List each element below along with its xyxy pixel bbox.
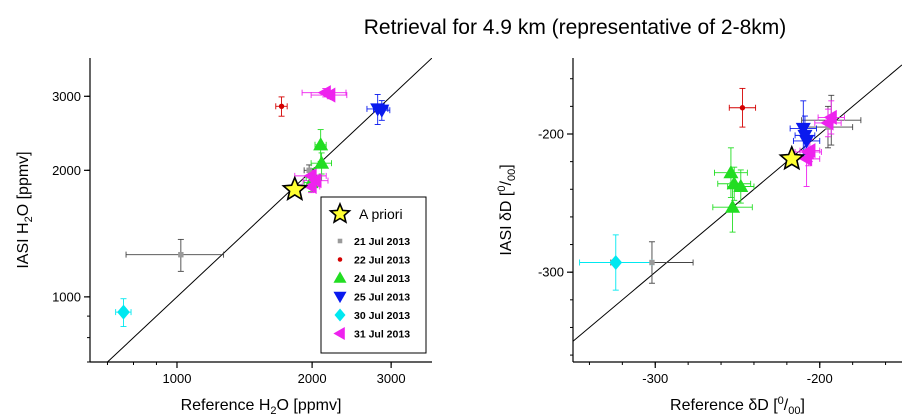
deltad-point-22-jul-2013 — [739, 105, 746, 111]
deltad-point-21-jul-2013 — [649, 259, 655, 266]
deltad-point-30-jul-2013 — [609, 255, 623, 270]
h2o-point-24-jul-2013 — [313, 137, 329, 151]
deltad-point-25-jul-2013 — [795, 122, 811, 137]
deltad-x-tick-label: -200 — [807, 371, 833, 386]
deltad-point-24-jul-2013 — [733, 178, 749, 193]
h2o-point-31-jul-2013 — [322, 87, 336, 103]
h2o-point-30-jul-2013 — [117, 304, 130, 320]
legend-apriori-label: A priori — [359, 206, 403, 222]
deltad-x-axis-label: Reference δD [0/00] — [670, 395, 805, 417]
legend-label-31-jul-2013: 31 Jul 2013 — [354, 329, 410, 341]
h2o-x-tick-label: 3000 — [377, 371, 406, 386]
figure-title: Retrieval for 4.9 km (representative of … — [364, 16, 786, 39]
h2o-apriori-star — [281, 175, 309, 201]
deltad-point-31-jul-2013 — [798, 151, 813, 167]
legend-marker-30-jul-2013 — [334, 308, 346, 322]
legend: A priori 21 Jul 2013 22 Jul 2013 24 Jul 201… — [320, 196, 427, 354]
deltad-point-31-jul-2013 — [820, 115, 834, 131]
legend-label-21-jul-2013: 21 Jul 2013 — [354, 236, 410, 248]
legend-label-22-jul-2013: 22 Jul 2013 — [354, 255, 410, 267]
h2o-y-axis-label: IASI H2O [ppmv] — [15, 151, 35, 268]
deltad-y-axis-label: IASI δD [0/00] — [496, 164, 518, 255]
h2o-y-tick-label: 1000 — [52, 289, 81, 304]
legend-label-24-jul-2013: 24 Jul 2013 — [354, 273, 410, 285]
legend-marker-24-jul-2013 — [333, 271, 347, 283]
h2o-scatter-plot: 1000 2000 3000 1000 2000 3000 Reference H2O [p… — [15, 58, 432, 417]
deltad-point-24-jul-2013 — [723, 165, 739, 179]
deltad-y-tick-label: -300 — [538, 265, 564, 280]
h2o-y-tick-label: 2000 — [52, 163, 81, 178]
deltad-point-24-jul-2013 — [725, 199, 741, 213]
legend-label-30-jul-2013: 30 Jul 2013 — [354, 310, 410, 322]
deltad-one-to-one-line — [573, 64, 902, 342]
legend-marker-25-jul-2013 — [333, 291, 347, 304]
deltad-point-25-jul-2013 — [799, 135, 815, 149]
deltad-y-tick-label: -200 — [538, 127, 564, 142]
legend-marker-22-jul-2013 — [337, 257, 343, 262]
deltad-x-tick-label: -300 — [642, 371, 668, 386]
legend-label-25-jul-2013: 25 Jul 2013 — [354, 292, 410, 304]
h2o-point-25-jul-2013 — [374, 104, 390, 118]
deltad-point-31-jul-2013 — [802, 143, 816, 159]
h2o-point-21-jul-2013 — [178, 251, 184, 258]
legend-apriori-star — [328, 201, 352, 224]
h2o-x-tick-label: 1000 — [163, 371, 192, 386]
legend-marker-31-jul-2013 — [333, 326, 345, 341]
h2o-x-axis-label: Reference H2O [ppmv] — [181, 397, 342, 417]
legend-marker-21-jul-2013 — [337, 238, 343, 244]
h2o-point-31-jul-2013 — [303, 179, 317, 195]
h2o-y-tick-label: 3000 — [52, 89, 81, 104]
h2o-point-24-jul-2013 — [314, 155, 330, 169]
h2o-point-22-jul-2013 — [278, 103, 285, 109]
h2o-x-tick-label: 2000 — [298, 371, 327, 386]
deltad-apriori-star — [778, 144, 806, 171]
